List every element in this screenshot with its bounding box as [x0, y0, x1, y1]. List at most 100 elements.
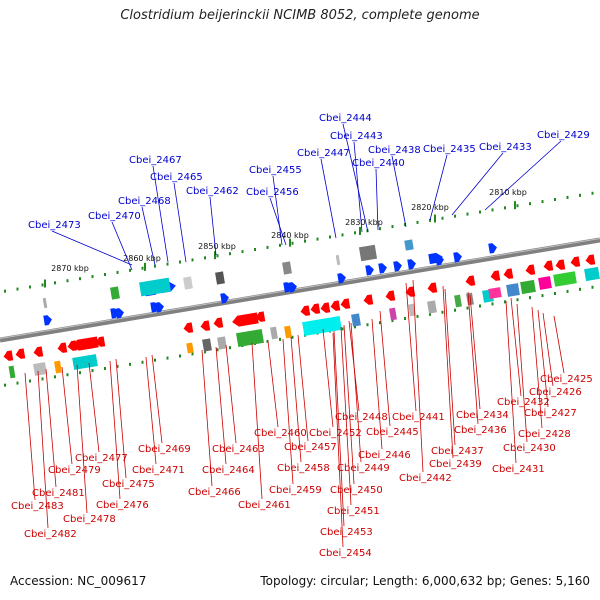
reverse-gene-label: Cbei_2445 — [366, 427, 419, 438]
tick-mark-upper — [491, 208, 494, 212]
reverse-gene-leader — [333, 330, 345, 527]
reverse-gene-label: Cbei_2432 — [497, 397, 550, 408]
tick-mark-lower — [79, 371, 81, 375]
reverse-gene-leader — [267, 340, 279, 428]
forward-gene-leader — [375, 168, 379, 231]
tick-mark-upper — [329, 235, 331, 239]
reverse-gene-leader — [37, 370, 49, 529]
forward-gene-label: Cbei_2467 — [129, 155, 182, 166]
forward-gene-leader — [451, 152, 504, 216]
forward-gene-leader — [269, 197, 287, 246]
tick-mark-upper — [516, 204, 519, 208]
forward-gene-arrow — [288, 282, 297, 293]
reverse-gene-arrow — [490, 270, 501, 281]
reverse-gene-arrow — [213, 317, 224, 328]
tick-mark-lower — [479, 304, 481, 308]
reverse-gene-label: Cbei_2463 — [212, 444, 265, 455]
reverse-gene-leader — [24, 372, 36, 501]
reverse-gene-leader — [505, 300, 517, 464]
forward-gene-leader — [272, 175, 283, 246]
tick-mark-upper — [141, 266, 144, 270]
forward-gene-label: Cbei_2455 — [249, 165, 302, 176]
tick-mark-upper — [29, 285, 31, 289]
reverse-gene-leader — [537, 309, 549, 408]
feature-block — [215, 271, 225, 285]
reverse-gene-leader — [405, 282, 417, 412]
tick-mark-upper — [416, 220, 419, 224]
feature-block — [358, 244, 378, 262]
tick-mark-upper — [54, 281, 56, 285]
tick-mark-lower — [229, 346, 231, 350]
feature-block — [408, 303, 416, 317]
tick-mark-lower — [454, 308, 456, 312]
reverse-gene-arrow — [585, 254, 596, 265]
tick-mark-upper — [266, 245, 269, 249]
tick-mark-upper — [91, 275, 94, 279]
forward-gene-leader — [209, 196, 217, 256]
reverse-gene-leader — [469, 294, 481, 410]
reverse-gene-label: Cbei_2427 — [524, 408, 577, 419]
tick-mark-upper — [279, 243, 281, 247]
reverse-gene-leader — [553, 315, 565, 374]
reverse-gene-label: Cbei_2475 — [102, 479, 155, 490]
tick-mark-lower — [154, 358, 156, 362]
tick-mark-upper — [154, 264, 156, 268]
feature-block — [553, 271, 577, 287]
feature-block — [236, 328, 264, 348]
scale-label: 2820 kbp — [411, 203, 449, 212]
reverse-gene-leader — [297, 334, 309, 442]
feature-block — [54, 360, 62, 374]
tick-mark-lower — [541, 294, 544, 298]
reverse-gene-label: Cbei_2431 — [492, 464, 545, 475]
tick-mark-upper — [579, 193, 581, 197]
reverse-gene-arrow — [555, 259, 566, 270]
feature-block — [217, 336, 227, 350]
genome-backbone — [0, 237, 600, 343]
tick-mark-lower — [104, 367, 106, 370]
reverse-gene-label: Cbei_2446 — [358, 450, 411, 461]
forward-gene-label: Cbei_2456 — [246, 187, 299, 198]
tick-mark-lower — [91, 369, 94, 373]
forward-gene-label: Cbei_2440 — [352, 158, 405, 169]
tick-mark-upper — [204, 256, 206, 260]
reverse-gene-arrow — [340, 298, 351, 309]
accession-text: Accession: NC_009617 — [10, 574, 147, 588]
tick-mark-upper — [116, 270, 119, 274]
feature-block — [42, 297, 48, 309]
tick-major — [144, 262, 146, 271]
forward-gene-label: Cbei_2429 — [537, 130, 590, 141]
tick-mark-upper — [216, 254, 219, 258]
feature-block — [282, 261, 292, 275]
tick-mark-upper — [41, 283, 44, 287]
reverse-gene-leader — [115, 358, 127, 479]
forward-gene-label: Cbei_2435 — [423, 144, 476, 155]
tick-mark-upper — [191, 258, 194, 262]
forward-gene-arrow — [155, 302, 164, 313]
reverse-gene-label: Cbei_2428 — [518, 429, 571, 440]
tick-mark-upper — [591, 191, 594, 195]
scale-label: 2870 kbp — [51, 264, 89, 273]
tick-mark-lower — [166, 356, 169, 360]
tick-mark-upper — [454, 214, 456, 218]
reverse-gene-arrow — [183, 322, 194, 333]
reverse-gene-label: Cbei_2461 — [238, 500, 291, 511]
tick-mark-lower — [54, 375, 56, 379]
forward-gene-arrow — [337, 273, 346, 284]
reverse-gene-leader — [444, 288, 456, 446]
forward-gene-leader — [484, 140, 562, 211]
forward-gene-label: Cbei_2468 — [118, 196, 171, 207]
tick-mark-lower — [554, 292, 556, 295]
tick-mark-upper — [241, 250, 244, 254]
tick-major — [214, 251, 216, 260]
reverse-gene-label: Cbei_2469 — [138, 444, 191, 455]
tick-mark-lower — [416, 314, 419, 318]
reverse-gene-label: Cbei_2478 — [63, 514, 116, 525]
reverse-gene-arrow — [525, 264, 536, 275]
tick-mark-upper — [541, 200, 544, 204]
reverse-gene-arrow — [232, 312, 259, 327]
feature-block — [389, 307, 397, 321]
tick-mark-lower — [354, 325, 356, 329]
reverse-gene-arrow — [363, 294, 374, 305]
tick-mark-lower — [366, 323, 369, 327]
reverse-gene-arrow — [427, 282, 438, 293]
